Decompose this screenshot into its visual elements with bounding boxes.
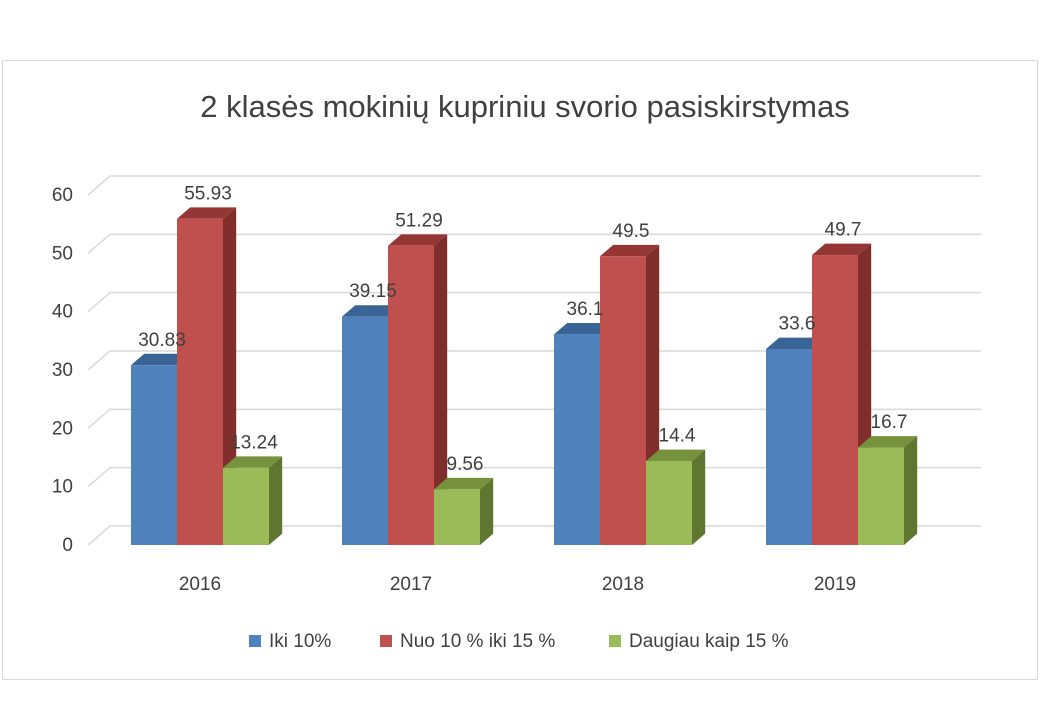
y-tick-label: 10 bbox=[52, 477, 73, 498]
bar-front bbox=[223, 467, 269, 545]
data-label: 16.7 bbox=[871, 412, 908, 433]
legend-label: Daugiau kaip 15 % bbox=[629, 631, 789, 652]
legend-label: Nuo 10 % iki 15 % bbox=[400, 631, 555, 652]
bar bbox=[646, 449, 706, 545]
gridline bbox=[87, 175, 981, 196]
bar-front bbox=[177, 218, 223, 545]
legend-item: Daugiau kaip 15 % bbox=[609, 631, 789, 652]
bar-front bbox=[766, 349, 812, 545]
legend: Iki 10% Nuo 10 % iki 15 % Daugiau kaip 15 … bbox=[249, 631, 789, 652]
bar-top bbox=[223, 456, 283, 468]
data-label: 30.83 bbox=[138, 330, 186, 351]
y-tick-label: 60 bbox=[52, 185, 73, 206]
legend-swatch bbox=[609, 635, 621, 647]
data-label: 9.56 bbox=[447, 454, 484, 475]
data-label: 49.5 bbox=[613, 221, 650, 242]
y-tick-label: 50 bbox=[52, 243, 73, 264]
bar-front bbox=[342, 316, 388, 545]
bar-front bbox=[812, 255, 858, 546]
bar-front bbox=[600, 256, 646, 545]
bar-front bbox=[434, 489, 480, 545]
bar-front bbox=[646, 461, 692, 545]
gridline bbox=[87, 291, 981, 313]
bar-side bbox=[480, 477, 494, 545]
legend-label: Iki 10% bbox=[269, 631, 331, 652]
bar-front bbox=[388, 245, 434, 545]
chart-frame: 2 klasės mokinių kupriniu svorio pasiski… bbox=[2, 60, 1038, 680]
gridlines bbox=[87, 175, 981, 546]
bar bbox=[434, 477, 494, 545]
data-label: 55.93 bbox=[184, 183, 232, 204]
bar-front bbox=[554, 334, 600, 545]
bar-top bbox=[812, 243, 872, 256]
bar-side bbox=[904, 436, 918, 545]
data-label: 14.4 bbox=[659, 426, 696, 447]
bar-top bbox=[388, 234, 448, 246]
legend-swatch bbox=[380, 635, 392, 647]
bar bbox=[388, 234, 448, 546]
data-label: 49.7 bbox=[825, 220, 862, 241]
bar-top bbox=[646, 449, 706, 461]
legend-item: Nuo 10 % iki 15 % bbox=[380, 631, 555, 652]
data-label: 36.1 bbox=[567, 299, 604, 320]
bar-side bbox=[434, 234, 448, 546]
chart-svg: 2 klasės mokinių kupriniu svorio pasiski… bbox=[52, 89, 981, 652]
bar-top bbox=[600, 244, 660, 257]
gridline bbox=[87, 408, 981, 429]
bar-top bbox=[434, 477, 494, 490]
y-tick-label: 20 bbox=[52, 418, 73, 439]
y-tick-label: 30 bbox=[52, 360, 73, 381]
bar-top bbox=[766, 337, 826, 349]
x-category-label: 2017 bbox=[390, 574, 432, 595]
bars bbox=[131, 207, 918, 546]
data-labels: 30.83 55.93 13.24 39.15 51.29 9.56 36.1 49.5 14.… bbox=[138, 183, 907, 474]
bar bbox=[223, 456, 283, 545]
x-axis-categories: 2016 2017 2018 2019 bbox=[179, 574, 856, 595]
data-label: 51.29 bbox=[395, 210, 443, 231]
x-category-label: 2016 bbox=[179, 574, 221, 595]
chart-title: 2 klasės mokinių kupriniu svorio pasiski… bbox=[200, 89, 850, 124]
legend-swatch bbox=[249, 635, 261, 647]
bar-top bbox=[131, 353, 191, 366]
data-label: 33.6 bbox=[779, 314, 816, 335]
bar bbox=[600, 244, 660, 545]
x-category-label: 2018 bbox=[602, 574, 644, 595]
data-label: 39.15 bbox=[349, 281, 397, 302]
data-label: 13.24 bbox=[230, 432, 278, 453]
y-axis-ticks: 0 10 20 30 40 50 60 bbox=[52, 185, 73, 556]
bar bbox=[858, 436, 918, 545]
bar-top bbox=[342, 305, 402, 317]
gridline bbox=[87, 233, 981, 254]
y-tick-label: 40 bbox=[52, 302, 73, 323]
bar-top bbox=[858, 436, 918, 448]
bar-top bbox=[177, 207, 237, 219]
bar-front bbox=[131, 365, 177, 545]
bar-top bbox=[554, 323, 614, 335]
x-category-label: 2019 bbox=[814, 574, 856, 595]
bar-side bbox=[692, 449, 706, 545]
gridline bbox=[87, 350, 981, 371]
y-tick-label: 0 bbox=[62, 535, 73, 556]
bar-side bbox=[269, 456, 283, 545]
bar-front bbox=[858, 447, 904, 545]
legend-item: Iki 10% bbox=[249, 631, 331, 652]
